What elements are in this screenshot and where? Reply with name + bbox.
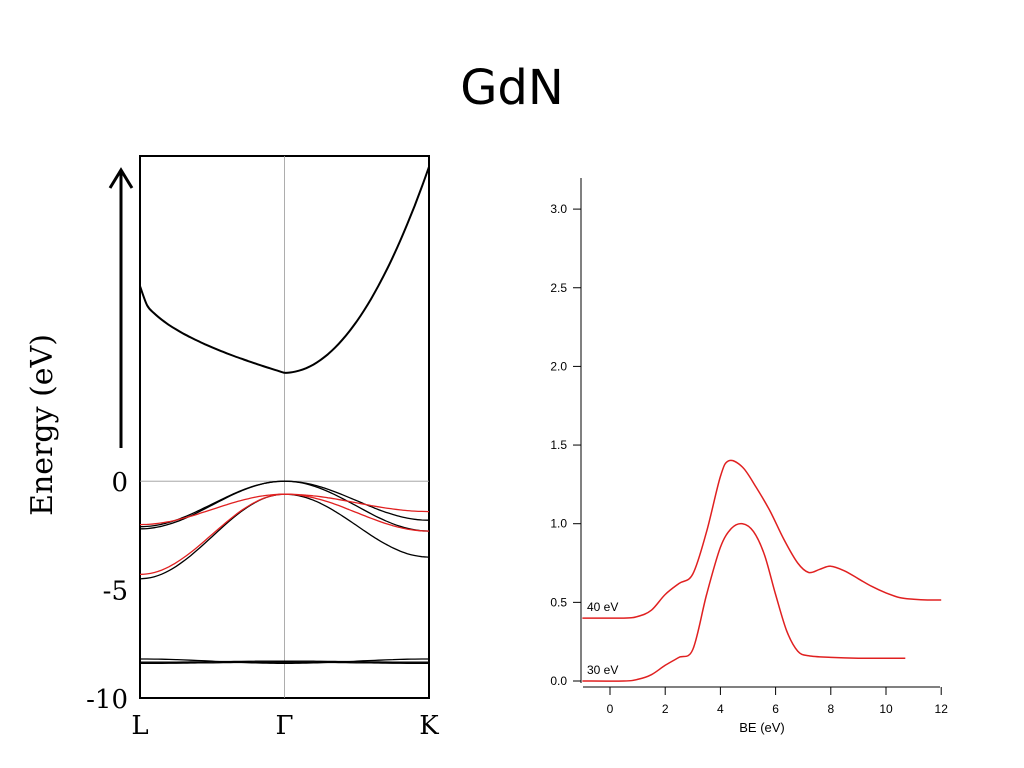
slide-title: GdN [460, 60, 564, 116]
energy-arrow-head [108, 167, 134, 189]
spectra-x-tick-label: 8 [827, 702, 834, 716]
band-x-tick-label: K [419, 711, 439, 741]
spectrum-line-1 [582, 522, 906, 682]
spectra-y-tick-label: 3.0 [550, 202, 567, 216]
band-y-tick-label: 0 [111, 468, 128, 498]
band-y-tick-label: -10 [86, 685, 128, 715]
spectra-x-tick-label: 2 [662, 702, 669, 716]
spectra-x-tick-label: 10 [879, 702, 893, 716]
band-x-tick-label: Γ [275, 711, 293, 741]
band-x-tick-label: L [131, 711, 148, 741]
band-line-8 [140, 661, 429, 664]
band-structure-chart: 0 -5 -10 L Γ K Energy (eV) [25, 155, 439, 741]
spectra-y-tick-label: 0.5 [550, 595, 567, 609]
spectra-x-axis-label: BE (eV) [739, 720, 785, 735]
spectra-x-tick-label: 0 [607, 702, 614, 716]
spectra-y-tick-label: 2.0 [550, 359, 567, 373]
spectra-x-tick-label: 4 [717, 702, 724, 716]
spectrum-line-0 [582, 459, 942, 619]
spectra-chart: 0.0 0.5 1.0 1.5 2.0 2.5 3.0 0 2 4 6 8 10 12 40 eV 30 … [550, 178, 948, 735]
band-line-5 [139, 493, 430, 576]
spectra-y-ticks: 0.0 0.5 1.0 1.5 2.0 2.5 3.0 [550, 202, 581, 688]
spectra-series-labels: 40 eV 30 eV [587, 600, 618, 677]
spectra-x-ticks: 0 2 4 6 8 10 12 [607, 687, 949, 716]
band-guides [140, 156, 429, 698]
spectra-y-tick-label: 1.5 [550, 438, 567, 452]
band-lines [139, 166, 430, 664]
spectra-y-tick-label: 1.0 [550, 517, 567, 531]
band-line-7 [139, 660, 429, 663]
band-y-tick-label: -5 [103, 577, 128, 607]
band-y-axis-label: Energy (eV) [25, 334, 60, 516]
band-line-6 [139, 658, 429, 664]
spectra-x-tick-label: 6 [772, 702, 779, 716]
spectra-x-tick-label: 12 [935, 702, 949, 716]
spectrum-label: 30 eV [587, 663, 618, 677]
band-y-ticks: 0 -5 -10 [86, 468, 128, 715]
band-line-0 [139, 166, 430, 374]
spectra-lines [582, 459, 942, 682]
spectrum-label: 40 eV [587, 600, 618, 614]
spectra-y-tick-label: 2.5 [550, 281, 567, 295]
spectra-y-tick-label: 0.0 [550, 674, 567, 688]
